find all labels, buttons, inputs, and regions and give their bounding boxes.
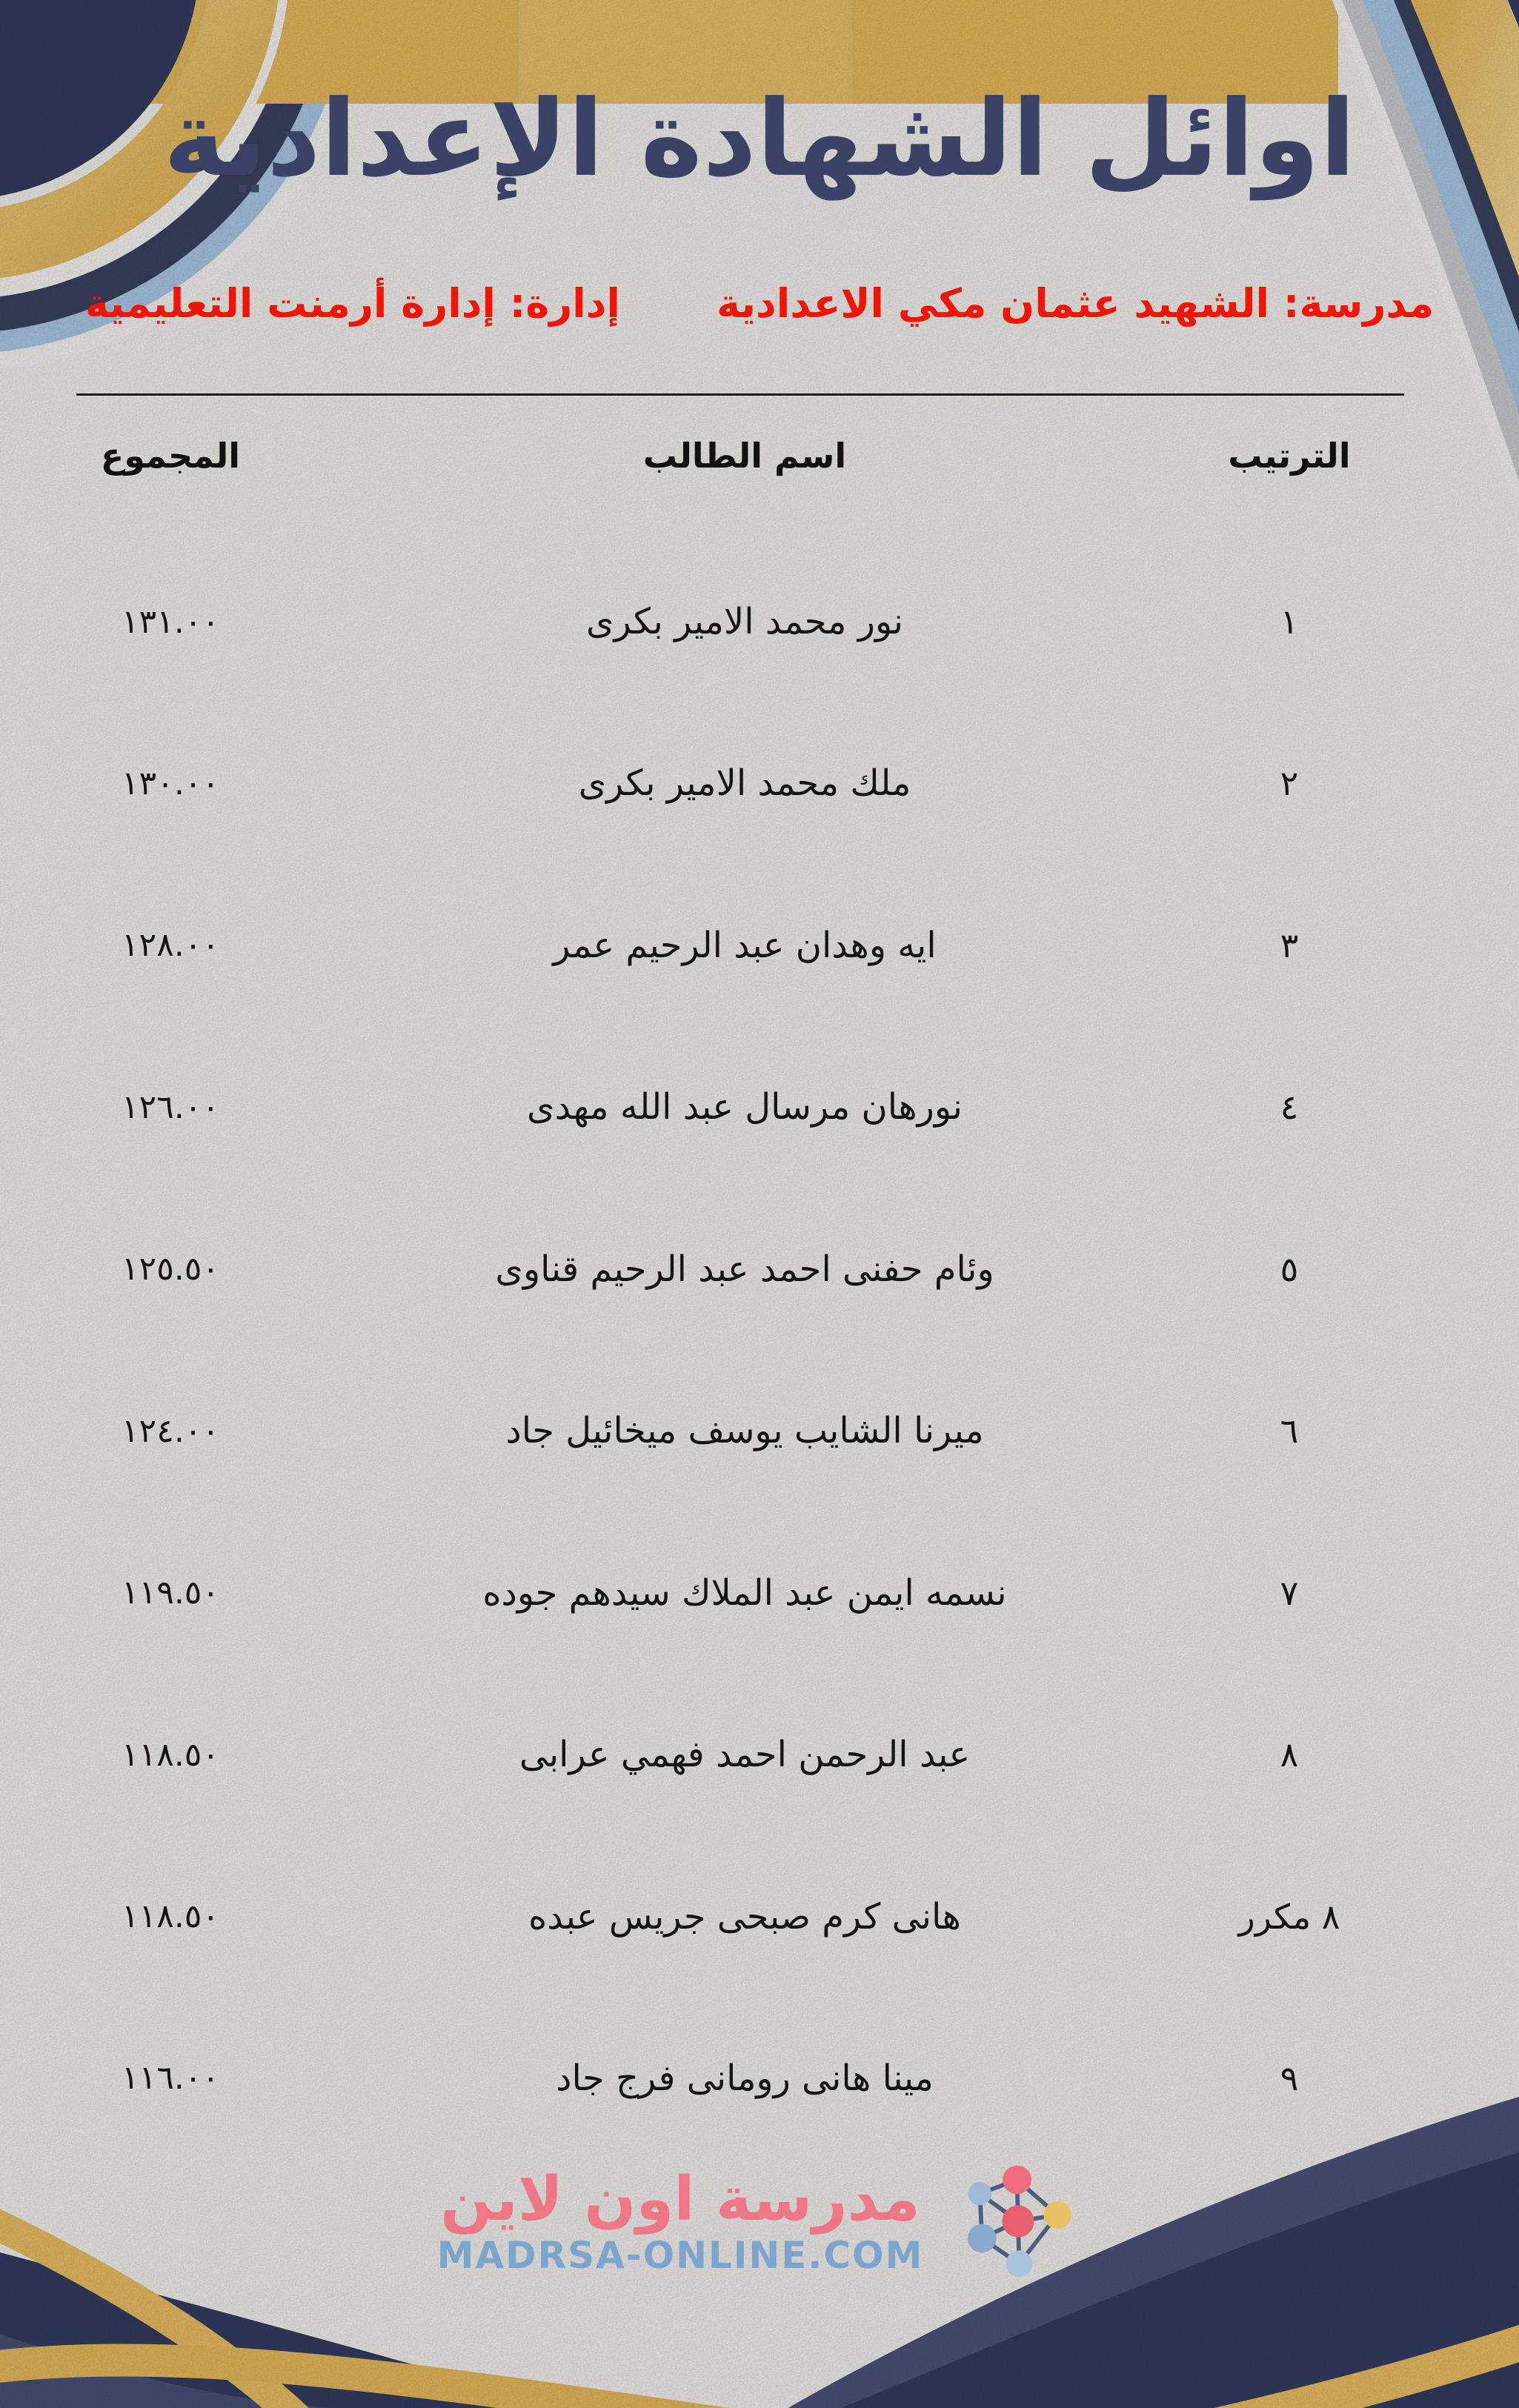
brand-text-block: مدرسة اون لاين MADRSA-ONLINE.COM [436,2163,924,2277]
table-row: ٤ نورهان مرسال عبد الله مهدى ١٢٦.٠٠ [0,1082,1519,1131]
table-header-row: الترتيب اسم الطالب المجموع [0,430,1519,482]
column-header-rank: الترتيب [1228,436,1351,476]
student-name: ملك محمد الامير بكرى [578,762,911,805]
total-score: ١٣٠.٠٠ [121,764,220,802]
student-name: ميرنا الشايب يوسف ميخائيل جاد [505,1410,984,1452]
rank-value: ٨ مكرر [1238,1896,1340,1937]
administration-name: إدارة: إدارة أرمنت التعليمية [85,280,621,327]
student-name: مينا هانى رومانى فرج جاد [556,2057,934,2099]
table-row: ٩ مينا هانى رومانى فرج جاد ١١٦.٠٠ [0,2054,1519,2103]
rank-value: ٥ [1280,1248,1299,1289]
student-name: هانى كرم صبحى جريس عبده [528,1895,961,1938]
results-table-body: ١ نور محمد الامير بكرى ١٣١.٠٠ ٢ ملك محمد… [0,597,1519,2103]
table-row: ٧ نسمه ايمن عبد الملاك سيدهم جوده ١١٩.٥٠ [0,1569,1519,1617]
table-row: ٨ عبد الرحمن احمد فهمي عرابى ١١٨.٥٠ [0,1730,1519,1779]
rank-value: ٧ [1280,1572,1299,1613]
page-title: اوائل الشهادة الإعدادية [163,78,1356,200]
total-score: ١١٨.٥٠ [121,1735,220,1774]
brand-website-url: MADRSA-ONLINE.COM [436,2233,924,2277]
total-score: ١١٦.٠٠ [121,2059,220,2098]
rank-value: ٣ [1280,925,1299,965]
table-row: ٢ ملك محمد الامير بكرى ١٣٠.٠٠ [0,759,1519,808]
student-name: نسمه ايمن عبد الملاك سيدهم جوده [482,1571,1007,1614]
student-name: نور محمد الامير بكرى [585,601,904,642]
student-name: وئام حفنى احمد عبد الرحيم قناوى [495,1248,994,1290]
rank-value: ٨ [1280,1735,1299,1775]
total-score: ١٢٥.٥٠ [121,1250,220,1288]
student-name: نورهان مرسال عبد الله مهدى [527,1086,963,1128]
brand-name-arabic: مدرسة اون لاين [440,2163,920,2235]
rank-value: ١ [1280,602,1299,642]
rank-value: ٤ [1280,1087,1299,1128]
network-nodes-logo-icon [968,2165,1072,2278]
student-name: ايه وهدان عبد الرحيم عمر [553,924,937,966]
table-row: ٣ ايه وهدان عبد الرحيم عمر ١٢٨.٠٠ [0,921,1519,970]
header-divider-line [76,393,1404,396]
subtitle: مدرسة: الشهيد عثمان مكي الاعدادية إدارة:… [0,280,1519,327]
column-header-student-name: اسم الطالب [642,436,847,476]
total-score: ١١٩.٥٠ [121,1574,220,1612]
rank-value: ٩ [1280,2058,1299,2098]
total-score: ١١٨.٥٠ [121,1898,220,1935]
rank-value: ٢ [1280,763,1299,804]
footer-brand: مدرسة اون لاين MADRSA-ONLINE.COM [0,2158,1519,2285]
table-row: ١ نور محمد الامير بكرى ١٣١.٠٠ [0,597,1519,646]
total-score: ١٢٨.٠٠ [121,926,220,965]
table-row: ٦ ميرنا الشايب يوسف ميخائيل جاد ١٢٤.٠٠ [0,1406,1519,1455]
total-score: ١٢٤.٠٠ [121,1411,220,1450]
table-row: ٨ مكرر هانى كرم صبحى جريس عبده ١١٨.٥٠ [0,1892,1519,1941]
table-row: ٥ وئام حفنى احمد عبد الرحيم قناوى ١٢٥.٥٠ [0,1245,1519,1294]
student-name: عبد الرحمن احمد فهمي عرابى [519,1734,971,1776]
school-name: مدرسة: الشهيد عثمان مكي الاعدادية [717,280,1435,327]
total-score: ١٢٦.٠٠ [121,1088,220,1126]
rank-value: ٦ [1280,1411,1299,1451]
total-score: ١٣١.٠٠ [121,602,220,641]
column-header-total: المجموع [100,436,241,476]
